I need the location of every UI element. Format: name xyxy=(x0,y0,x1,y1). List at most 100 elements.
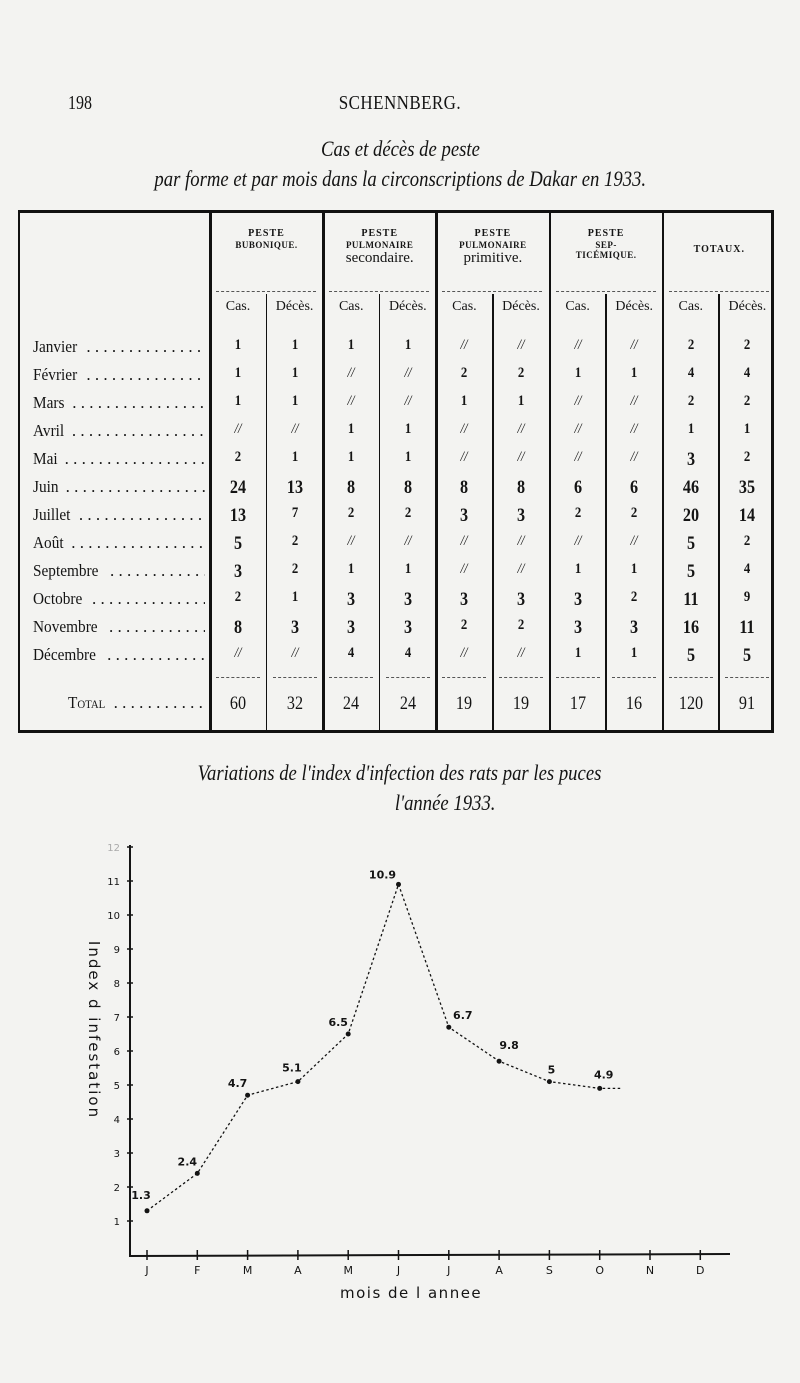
data-point xyxy=(496,1058,502,1064)
table-cell: 16 xyxy=(682,617,699,638)
table-cell: 4 xyxy=(744,561,751,577)
table-cell: // xyxy=(517,449,525,465)
table-cell: // xyxy=(347,533,355,549)
table-cell: // xyxy=(404,365,412,381)
table-cell: 2 xyxy=(517,365,525,381)
table-cell: // xyxy=(574,533,582,549)
row-label-text: Août xyxy=(33,533,64,552)
table-cell: 2 xyxy=(574,505,581,521)
plague-table xyxy=(18,210,774,733)
table-cell: 2 xyxy=(744,449,751,465)
table-cell: 13 xyxy=(286,477,303,498)
total-rule xyxy=(442,677,487,678)
table-cell: 46 xyxy=(682,477,699,498)
group-header-line2: BUBONIQUE. xyxy=(235,239,298,250)
table-cell: 1 xyxy=(291,337,298,353)
table-cell: 5 xyxy=(743,645,752,666)
table-cell: 1 xyxy=(291,589,298,605)
table-cell: 5 xyxy=(233,533,243,554)
header-rule xyxy=(555,291,656,292)
table-cell: // xyxy=(517,533,525,549)
sub-header: Cas. xyxy=(452,299,477,314)
row-label: Novembre xyxy=(33,617,205,637)
series-line xyxy=(146,882,622,1212)
table-cell: 1 xyxy=(404,337,411,353)
table-cell: 2 xyxy=(404,505,411,521)
y-tick-label: 12 xyxy=(107,843,120,854)
table-cell: // xyxy=(460,421,468,437)
table-cell: // xyxy=(404,393,412,409)
table-cell: 2 xyxy=(291,533,298,549)
data-label: 4.7 xyxy=(228,1077,248,1090)
group-header: TOTAUX. xyxy=(663,244,776,256)
group-header-line2: PULMONAIRE xyxy=(345,239,414,250)
table-cell: 2 xyxy=(234,589,242,605)
sub-header: Cas. xyxy=(338,299,364,314)
table-cell: 1 xyxy=(348,337,355,353)
page-number: 198 xyxy=(68,92,92,114)
data-point xyxy=(396,881,401,887)
table-cell: // xyxy=(574,421,582,437)
y-tick-label: 8 xyxy=(114,979,120,990)
row-label: Février xyxy=(33,365,205,385)
table-cell: 3 xyxy=(630,617,639,638)
table-cell: // xyxy=(630,337,638,353)
table-cell: 1 xyxy=(348,561,355,577)
table-cell: 1 xyxy=(234,337,242,353)
table-title-line2-text: par forme et par mois dans la circonscri… xyxy=(154,166,646,191)
row-label: Juin xyxy=(33,477,205,497)
row-label: Décembre xyxy=(33,645,205,665)
table-cell: 4 xyxy=(348,645,355,661)
table-cell: 14 xyxy=(739,505,756,526)
total-cell: 24 xyxy=(343,693,360,714)
group-header: PESTE PULMONAIRE secondaire. xyxy=(323,228,436,267)
x-tick-label: J xyxy=(144,1264,148,1277)
x-tick-label: J xyxy=(446,1264,450,1277)
table-cell: 2 xyxy=(517,617,525,633)
x-tick-label: S xyxy=(546,1264,553,1277)
table-cell: 3 xyxy=(516,505,526,526)
header-rule xyxy=(442,291,543,292)
table-cell: // xyxy=(234,645,242,661)
table-cell: 6 xyxy=(573,477,582,498)
total-cell: 19 xyxy=(512,693,530,714)
row-label: Mars xyxy=(33,393,205,413)
table-cell: 3 xyxy=(347,589,356,610)
row-label: Mai xyxy=(33,449,205,469)
sub-header: Décès. xyxy=(615,299,654,314)
total-cell: 32 xyxy=(286,693,303,714)
chart-title-line1: Variations de l'index d'infection des ra… xyxy=(0,760,800,785)
x-tick-label: N xyxy=(646,1264,654,1277)
header-rule xyxy=(668,291,769,292)
x-axis-label: mois de l annee xyxy=(340,1284,483,1302)
x-tick-label: D xyxy=(696,1264,704,1277)
table-cell: 3 xyxy=(403,589,412,610)
row-label-text: Décembre xyxy=(33,645,96,664)
table-title-line1: Cas et décès de peste xyxy=(0,136,800,161)
table-title-line2: par forme et par mois dans la circonscri… xyxy=(0,166,800,191)
table-cell: // xyxy=(460,533,468,549)
table-cell: 3 xyxy=(686,449,695,470)
sub-header: Cas. xyxy=(565,299,590,314)
table-cell: 1 xyxy=(234,365,242,381)
row-label: Juillet xyxy=(33,505,205,525)
group-header-line3: TICÉMIQUE. xyxy=(575,249,637,260)
x-axis xyxy=(128,1253,731,1257)
table-cell: 1 xyxy=(517,393,525,409)
sub-header: Décès. xyxy=(728,299,767,314)
table-cell: 35 xyxy=(739,477,756,498)
table-cell: 11 xyxy=(739,617,756,638)
subcolumn-divider xyxy=(605,294,607,733)
table-cell: // xyxy=(234,421,242,437)
x-tick-label: M xyxy=(343,1264,353,1277)
table-cell: // xyxy=(460,449,468,465)
table-cell: 1 xyxy=(348,449,355,465)
y-tick-label: 3 xyxy=(114,1149,120,1160)
data-label: 9.8 xyxy=(499,1039,519,1052)
group-header-line3: secondaire. xyxy=(345,249,414,266)
table-cell: 1 xyxy=(687,421,694,437)
y-tick-label: 11 xyxy=(107,877,120,888)
table-cell: 8 xyxy=(516,477,526,498)
data-point xyxy=(546,1079,552,1085)
table-cell: 1 xyxy=(404,449,411,465)
